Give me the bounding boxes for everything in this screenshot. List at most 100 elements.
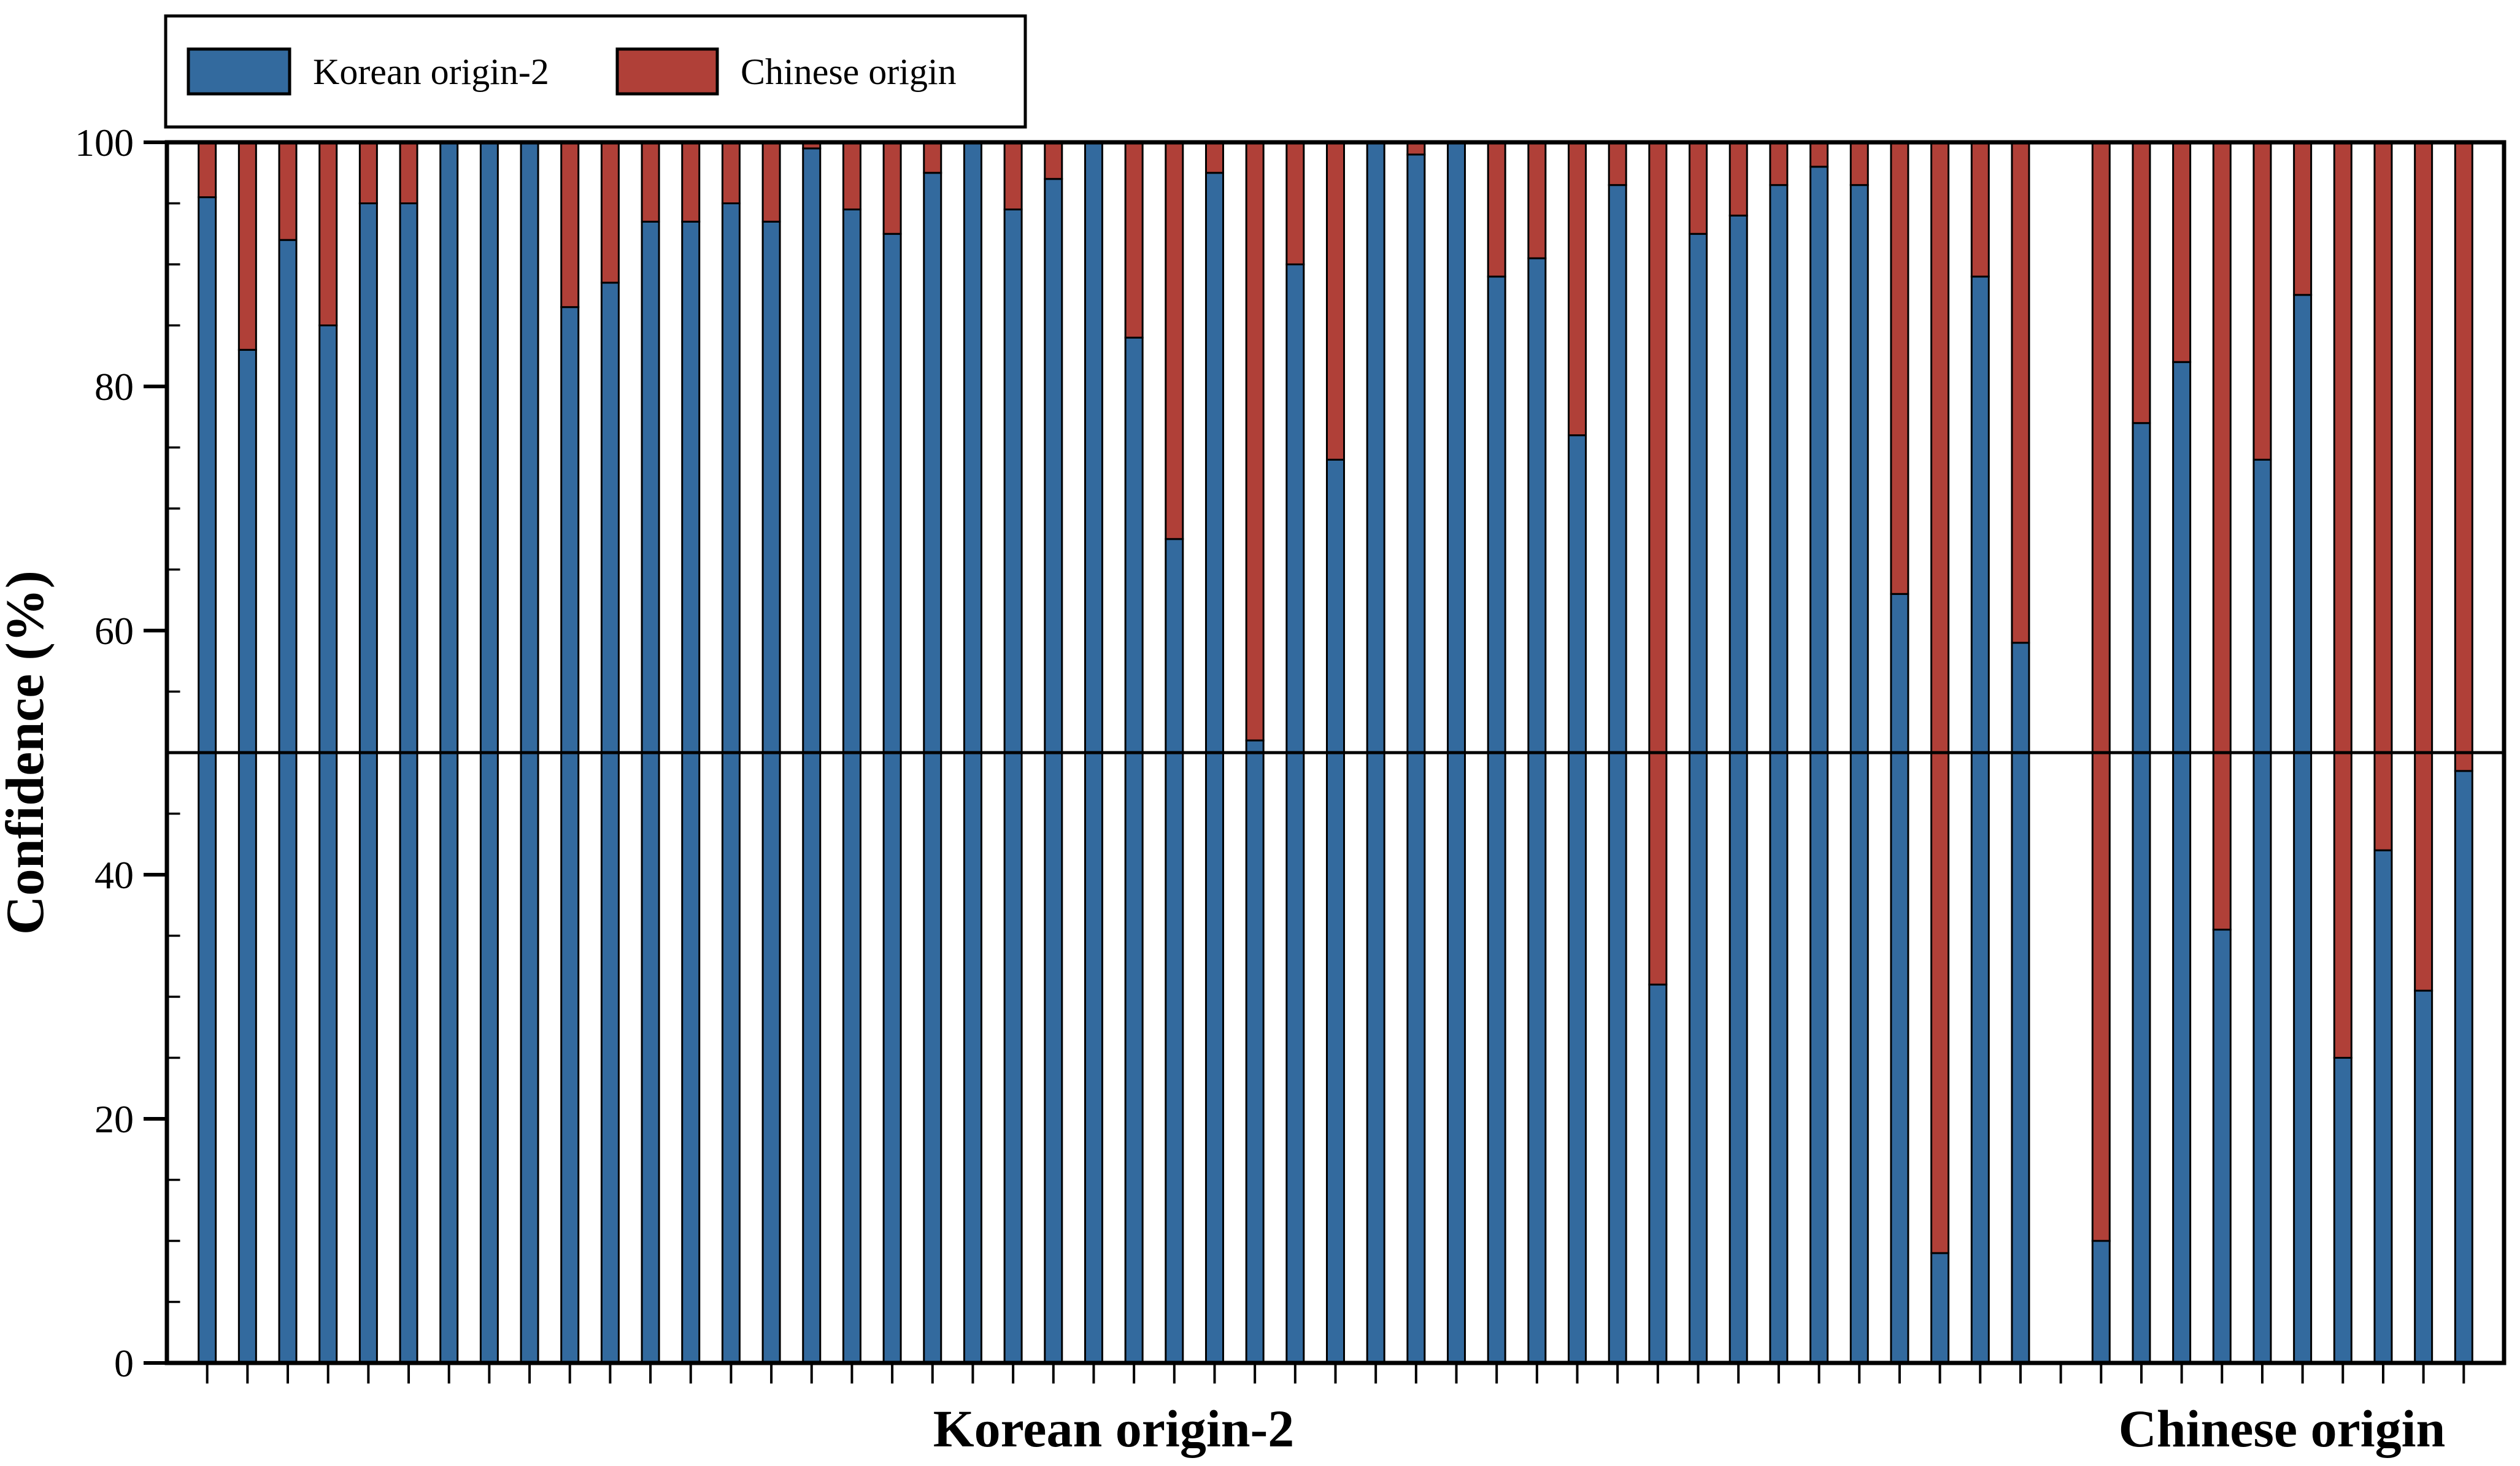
- bar-segment-korean-origin-2: [1728, 214, 1748, 1364]
- y-tick-label-100: 100: [75, 121, 134, 164]
- bar-segment-chinese-origin: [2373, 141, 2393, 851]
- bar-segment-korean-origin-2: [318, 324, 338, 1364]
- y-axis-title: Confidence (%): [0, 570, 55, 935]
- legend-label-korean-origin-2: Korean origin-2: [313, 52, 549, 92]
- bar-segment-korean-origin-2: [2454, 770, 2473, 1364]
- bar-segment-chinese-origin: [1849, 141, 1869, 186]
- bar-segment-korean-origin-2: [2132, 422, 2151, 1364]
- bar-segment-korean-origin-2: [2011, 642, 2030, 1364]
- legend-box: [164, 14, 1027, 129]
- bar-segment-korean-origin-2: [1568, 434, 1587, 1364]
- bar-segment-korean-origin-2: [2414, 989, 2433, 1364]
- bar-segment-korean-origin-2: [1044, 178, 1063, 1364]
- bar-segment-chinese-origin: [2252, 141, 2272, 461]
- bar-segment-chinese-origin: [600, 141, 620, 284]
- bar-segment-chinese-origin: [681, 141, 701, 223]
- bar-segment-korean-origin-2: [399, 202, 418, 1364]
- plot-border: [164, 140, 2507, 1365]
- bar-segment-chinese-origin: [237, 141, 257, 351]
- bar-segment-korean-origin-2: [1930, 1252, 1950, 1364]
- bar-segment-korean-origin-2: [2293, 294, 2313, 1364]
- legend-label-chinese-origin: Chinese origin: [741, 52, 957, 92]
- bar-segment-chinese-origin: [1204, 141, 1224, 174]
- legend-swatch-chinese-origin: [615, 47, 719, 96]
- y-tick-label-60: 60: [94, 609, 134, 653]
- bar-segment-korean-origin-2: [1970, 275, 1990, 1364]
- bar-segment-korean-origin-2: [1769, 184, 1789, 1364]
- bar-segment-korean-origin-2: [1285, 263, 1305, 1364]
- bar-segment-chinese-origin: [278, 141, 298, 241]
- bar-segment-chinese-origin: [2414, 141, 2433, 992]
- bar-segment-chinese-origin: [198, 141, 217, 199]
- bar-segment-chinese-origin: [1165, 141, 1184, 540]
- bar-segment-chinese-origin: [358, 141, 378, 204]
- bar-segment-chinese-origin: [2212, 141, 2232, 931]
- bar-segment-chinese-origin: [1245, 141, 1265, 742]
- bar-segment-korean-origin-2: [1487, 275, 1506, 1364]
- ticks-layer: [144, 140, 2465, 1384]
- bar-segment-korean-origin-2: [1689, 232, 1708, 1364]
- bar-segment-chinese-origin: [1487, 141, 1506, 278]
- bar-segment-korean-origin-2: [761, 220, 781, 1364]
- bar-segment-korean-origin-2: [923, 172, 942, 1364]
- bar-segment-korean-origin-2: [681, 220, 701, 1364]
- bar-segment-korean-origin-2: [198, 196, 217, 1364]
- bar-segment-chinese-origin: [1890, 141, 1909, 595]
- bar-segment-chinese-origin: [1689, 141, 1708, 235]
- bar-segment-chinese-origin: [560, 141, 580, 309]
- bar-segment-chinese-origin: [1124, 141, 1144, 339]
- bar-segment-korean-origin-2: [1890, 593, 1909, 1364]
- bar-segment-korean-origin-2: [1608, 184, 1627, 1364]
- bar-segment-korean-origin-2: [1648, 983, 1668, 1364]
- bar-segment-korean-origin-2: [641, 220, 660, 1364]
- bar-segment-korean-origin-2: [1527, 257, 1547, 1364]
- bar-segment-chinese-origin: [1044, 141, 1063, 180]
- bar-segment-chinese-origin: [1728, 141, 1748, 217]
- bar-segment-chinese-origin: [1285, 141, 1305, 266]
- bar-segment-chinese-origin: [641, 141, 660, 223]
- bar-segment-chinese-origin: [721, 141, 741, 204]
- bar-segment-chinese-origin: [923, 141, 942, 174]
- bar-segment-chinese-origin: [1568, 141, 1587, 437]
- bar-segment-korean-origin-2: [358, 202, 378, 1364]
- bar-segment-korean-origin-2: [721, 202, 741, 1364]
- x-group-label-korean: Korean origin-2: [933, 1399, 1294, 1458]
- bar-segment-korean-origin-2: [2373, 849, 2393, 1364]
- bar-segment-korean-origin-2: [1204, 172, 1224, 1364]
- bar-segment-korean-origin-2: [278, 239, 298, 1364]
- bar-segment-korean-origin-2: [2091, 1240, 2111, 1364]
- bar-segment-chinese-origin: [1326, 141, 1345, 461]
- bar-segment-korean-origin-2: [2333, 1057, 2352, 1364]
- bar-segment-korean-origin-2: [2252, 458, 2272, 1364]
- bar-segment-korean-origin-2: [1165, 538, 1184, 1364]
- bar-segment-korean-origin-2: [1406, 153, 1426, 1364]
- bar-segment-korean-origin-2: [1809, 166, 1829, 1364]
- bar-segment-chinese-origin: [1930, 141, 1950, 1254]
- bar-segment-chinese-origin: [2172, 141, 2192, 363]
- bar-segment-chinese-origin: [1003, 141, 1023, 210]
- bar-segment-korean-origin-2: [2212, 929, 2232, 1364]
- y-tick-labels: 0 20 40 60 80 100: [75, 121, 134, 1385]
- bar-segment-korean-origin-2: [842, 208, 861, 1364]
- bar-segment-korean-origin-2: [1124, 336, 1144, 1364]
- bar-segment-chinese-origin: [2333, 141, 2352, 1059]
- bar-segment-chinese-origin: [1648, 141, 1668, 986]
- bar-segment-korean-origin-2: [1849, 184, 1869, 1364]
- x-group-label-chinese: Chinese origin: [2119, 1399, 2446, 1458]
- bar-segment-chinese-origin: [1608, 141, 1627, 186]
- bar-segment-korean-origin-2: [882, 232, 902, 1364]
- bar-segment-chinese-origin: [761, 141, 781, 223]
- bar-segment-chinese-origin: [2293, 141, 2313, 296]
- bar-segment-korean-origin-2: [1326, 458, 1345, 1364]
- bar-segment-chinese-origin: [399, 141, 418, 204]
- y-tick-label-0: 0: [114, 1341, 134, 1385]
- bar-segment-chinese-origin: [2091, 141, 2111, 1242]
- bar-segment-chinese-origin: [1769, 141, 1789, 186]
- bar-segment-korean-origin-2: [237, 348, 257, 1364]
- y-tick-label-40: 40: [94, 853, 134, 897]
- bar-segment-korean-origin-2: [802, 147, 822, 1364]
- bar-segment-chinese-origin: [2011, 141, 2030, 644]
- bar-segment-korean-origin-2: [1245, 739, 1265, 1364]
- legend-swatch-korean-origin-2: [187, 47, 291, 96]
